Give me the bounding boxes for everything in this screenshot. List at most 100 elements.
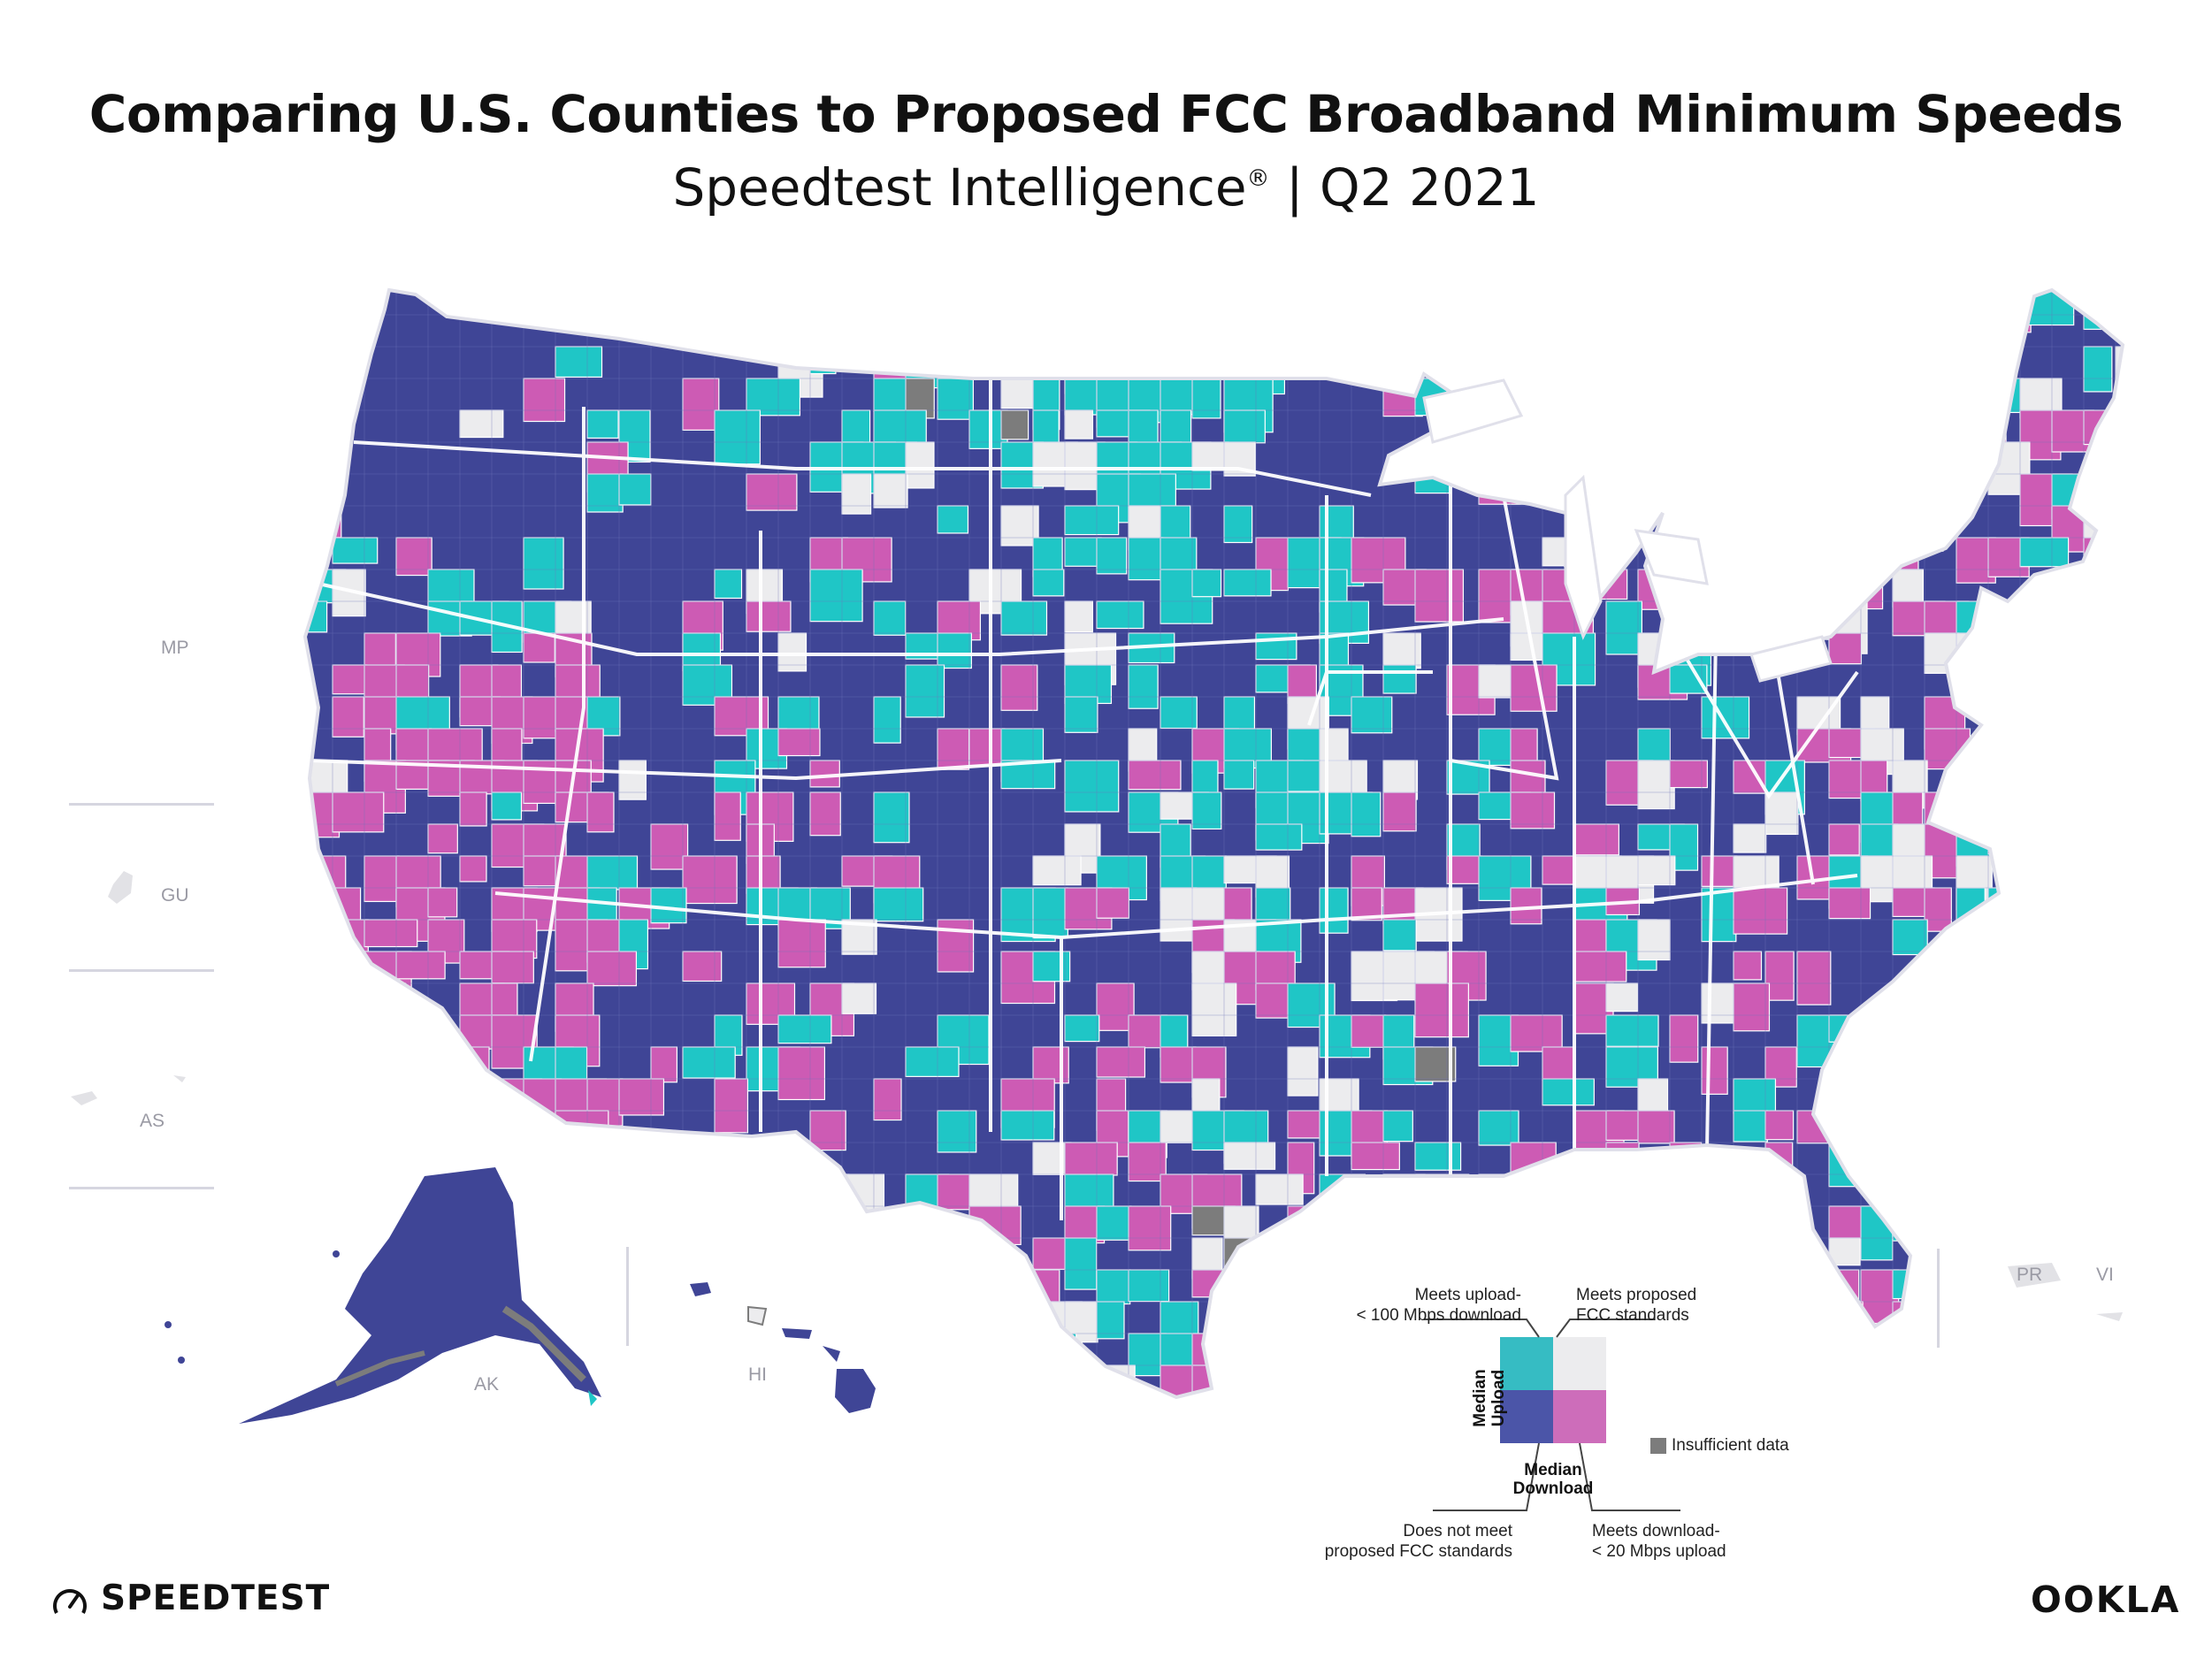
county-cell: [1573, 823, 1619, 856]
county-cell: [1892, 505, 1944, 552]
county-cell: [1764, 314, 1811, 350]
county-cell: [1924, 887, 1952, 932]
county-cell: [1128, 1142, 1167, 1182]
county-cell: [1669, 378, 1719, 426]
county-cell: [332, 1205, 383, 1253]
county-cell: [809, 1237, 847, 1289]
county-cell: [777, 1333, 823, 1383]
county-cell: [2051, 632, 2100, 661]
county-cell: [1032, 1237, 1068, 1271]
county-cell: [1956, 1110, 2000, 1144]
county-cell: [1032, 1396, 1085, 1397]
county-cell: [682, 855, 738, 905]
county-cell: [618, 1078, 665, 1116]
county-cell: [1096, 982, 1135, 1031]
hawaii-shape: [690, 1282, 876, 1413]
legend-matrix: [1424, 1319, 1680, 1511]
county-cell: [2115, 1396, 2123, 1397]
county-cell: [364, 919, 418, 948]
county-cell: [1860, 409, 1893, 437]
legend-does-not-meet: Does not meet proposed FCC standards: [1324, 1522, 1512, 1561]
county-cell: [1828, 1269, 1860, 1307]
county-cell: [427, 728, 483, 762]
county-cell: [1796, 600, 1832, 640]
county-cell: [1351, 1237, 1404, 1275]
county-cell: [1191, 378, 1221, 419]
county-cell: [1892, 441, 1929, 491]
county-cell: [746, 1237, 787, 1276]
legend-cell-not-meet: [1500, 1390, 1553, 1443]
county-cell: [1987, 664, 2038, 719]
county-cell: [1987, 290, 2032, 333]
county-cell: [873, 409, 927, 446]
county-cell: [1032, 1046, 1069, 1084]
county-cell: [968, 728, 1006, 767]
county-cell: [1956, 600, 2004, 654]
county-cell: [1669, 760, 1708, 789]
county-cell: [1669, 1173, 1718, 1204]
county-cell: [1764, 441, 1806, 472]
county-cell: [1414, 441, 1452, 494]
county-cell: [305, 887, 333, 932]
county-cell: [937, 728, 970, 770]
county-cell: [1573, 951, 1627, 982]
county-cell: [1828, 1078, 1868, 1122]
county-cell: [1987, 728, 2026, 783]
county-cell: [937, 378, 974, 420]
county-cell: [1892, 409, 1932, 462]
county-cell: [332, 664, 368, 695]
county-cell: [1510, 664, 1558, 712]
county-cell: [1924, 378, 1970, 406]
county-cell: [1510, 1014, 1563, 1052]
county-cell: [1860, 1014, 1905, 1068]
county-cell: [523, 823, 567, 857]
legend-insufficient: Insufficient data: [1672, 1436, 1789, 1455]
county-cell: [1987, 919, 2023, 962]
county-cell: [650, 1301, 678, 1351]
county-cell: [1255, 823, 1303, 851]
county-cell: [395, 1046, 424, 1082]
county-cell: [1478, 1173, 1530, 1221]
county-cell: [1223, 346, 1261, 374]
county-cell: [1924, 982, 1954, 1016]
county-cell: [305, 1078, 347, 1114]
county-cell: [1860, 346, 1894, 375]
county-cell: [1669, 1396, 1712, 1397]
county-cell: [809, 1110, 846, 1151]
county-cell: [2051, 1014, 2084, 1068]
county-cell: [777, 1046, 826, 1101]
county-cell: [1764, 537, 1803, 587]
county-cell: [1987, 1333, 2028, 1375]
county-cell: [555, 1269, 601, 1315]
county-cell: [1733, 505, 1781, 548]
county-cell: [1796, 409, 1845, 455]
county-cell: [1828, 1301, 1864, 1340]
county-cell: [2051, 600, 2091, 654]
county-cell: [1987, 1078, 2024, 1106]
county-cell: [1382, 1237, 1420, 1276]
county-cell: [1573, 1205, 1612, 1246]
county-cell: [586, 1269, 628, 1318]
county-cell: [2019, 1014, 2048, 1048]
county-cell: [1828, 1333, 1878, 1387]
alaska-shape: [165, 1167, 601, 1424]
county-cell: [1414, 1142, 1462, 1171]
county-cell: [2051, 1173, 2100, 1204]
county-cell: [1796, 1333, 1841, 1372]
territory-divider: [69, 1187, 214, 1189]
county-cell: [1828, 569, 1884, 610]
county-cell: [1064, 537, 1102, 567]
county-cell: [1000, 600, 1048, 636]
county-cell: [1255, 314, 1308, 364]
county-cell: [1669, 823, 1699, 871]
county-cell: [523, 378, 566, 423]
county-cell: [1287, 1237, 1315, 1268]
county-cell: [1000, 1333, 1053, 1387]
county-cell: [682, 378, 720, 431]
county-cell: [1956, 982, 1993, 1032]
county-cell: [1191, 1078, 1221, 1117]
county-cell: [1255, 1396, 1311, 1397]
county-cell: [2083, 919, 2116, 946]
speedtest-logo: SPEEDTEST: [51, 1576, 330, 1620]
county-cell: [1032, 569, 1065, 597]
